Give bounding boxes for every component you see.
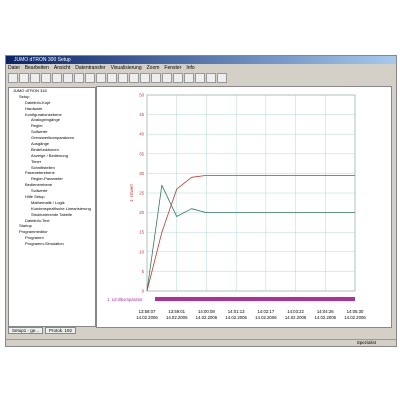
tree-node[interactable]: Mathematik / Logik bbox=[31, 199, 65, 205]
menu-item[interactable]: Datentransfer bbox=[75, 65, 106, 71]
tree-node[interactable]: Regler-Parameter bbox=[31, 176, 63, 182]
y-tick-label: 30 bbox=[139, 171, 144, 176]
tree-node[interactable]: Programmeditor bbox=[19, 229, 48, 235]
tree-node[interactable]: Analogeingänge bbox=[31, 117, 60, 123]
tree-node[interactable]: Regler bbox=[31, 123, 43, 129]
tree-node[interactable]: Hardware bbox=[25, 105, 43, 111]
tabs: Setup1 - ge... Protok. 192 bbox=[8, 327, 77, 334]
tree-view: JUMO dTRON 316 Setup Dateiinfo-Kopf Hardwar… bbox=[8, 87, 96, 327]
y-tick-label: 45 bbox=[139, 112, 144, 117]
menu-item[interactable]: Visualisierung bbox=[110, 65, 142, 71]
tree-node[interactable]: Kundenspezifische Linearisierung bbox=[31, 205, 91, 211]
tree-node[interactable]: Timer bbox=[31, 158, 42, 164]
tree-node[interactable]: Programm bbox=[25, 235, 44, 241]
tab[interactable]: Setup1 - ge... bbox=[8, 327, 44, 334]
series-line bbox=[146, 184, 355, 292]
tree-node[interactable]: Startup bbox=[19, 223, 32, 229]
x-tick-label: 14:02:17 bbox=[257, 309, 274, 314]
menu-item[interactable]: Datei bbox=[8, 65, 20, 71]
tree-node[interactable]: JUMO dTRON 316 bbox=[13, 88, 47, 93]
chart-panel: 0 5 10 15 20 25 30 35 40 45 50 1. Istwert 13:58:07 14… bbox=[96, 86, 392, 328]
menu-bar: Datei Bearbeiten Ansicht Datentransfer Visua… bbox=[8, 65, 195, 71]
tree-node[interactable]: Sollwerte bbox=[31, 129, 48, 135]
app-window: JUMO dTRON 300 Setup Datei Bearbeiten Ansi… bbox=[5, 55, 397, 347]
tree-node[interactable]: Dateiinfo-Kopf bbox=[25, 99, 51, 105]
tree-node[interactable]: Hilfe Setup bbox=[25, 194, 45, 200]
toolbar bbox=[8, 73, 227, 83]
tree-node[interactable]: Bedienerebene bbox=[25, 182, 53, 188]
y-tick-label: 35 bbox=[139, 151, 144, 156]
menu-item[interactable]: Fenster bbox=[164, 65, 182, 71]
tree-node[interactable]: Schnittstellen bbox=[31, 164, 55, 170]
x-tick-date: 14.02.2006 bbox=[166, 315, 188, 320]
tree-node[interactable]: Binärfunktionen bbox=[31, 146, 59, 152]
x-tick-date: 14.02.2006 bbox=[136, 315, 158, 320]
x-tick-label: 13:58:07 bbox=[139, 309, 156, 314]
x-tick-label: 14:04:26 bbox=[317, 309, 334, 314]
tree-node[interactable]: Sollwerte bbox=[31, 188, 48, 194]
tree-node[interactable]: Anzeige / Bedienung bbox=[31, 152, 68, 158]
tree-node[interactable]: Parameterebene bbox=[25, 170, 55, 176]
title-bar: JUMO dTRON 300 Setup bbox=[6, 56, 396, 64]
y-tick-label: 40 bbox=[139, 132, 144, 137]
x-tick-label: 14:05:30 bbox=[347, 309, 364, 314]
series-line bbox=[146, 174, 355, 292]
y-tick-label: 15 bbox=[139, 230, 144, 235]
menu-item[interactable]: Zoom bbox=[146, 65, 160, 71]
tree-node[interactable]: Konfigurationsebene bbox=[25, 111, 62, 117]
x-tick-date: 14.02.2006 bbox=[344, 315, 366, 320]
y-tick-label: 10 bbox=[139, 249, 144, 254]
x-tick-date: 14.02.2006 bbox=[315, 315, 337, 320]
y-axis-label: 1. Istwert bbox=[129, 183, 134, 201]
limit-band bbox=[155, 297, 355, 301]
x-tick-date: 14.02.2006 bbox=[285, 315, 307, 320]
tree-node[interactable]: Dateiinfo-Text bbox=[25, 217, 50, 223]
x-tick-date: 14.02.2006 bbox=[196, 315, 218, 320]
band-label: 1. Limitkomparator bbox=[107, 297, 143, 302]
tree-node[interactable]: Strukturierende Tabelle bbox=[31, 211, 73, 217]
tree-node[interactable]: Programm-Simulation bbox=[25, 241, 64, 247]
y-tick-label: 0 bbox=[142, 289, 145, 294]
status-bar: Spezialist bbox=[6, 339, 396, 346]
x-tick-label: 13:59:01 bbox=[168, 309, 185, 314]
menu-item[interactable]: Info bbox=[186, 65, 195, 71]
x-tick-label: 14:01:13 bbox=[228, 309, 245, 314]
menu-item[interactable]: Ansicht bbox=[53, 65, 71, 71]
x-tick-date: 14.02.2006 bbox=[255, 315, 277, 320]
menu-item[interactable]: Bearbeiten bbox=[24, 65, 49, 71]
y-tick-label: 20 bbox=[139, 210, 144, 215]
y-tick-label: 50 bbox=[139, 93, 144, 98]
tree-node[interactable]: Setup bbox=[19, 93, 30, 99]
x-tick-label: 14:00:08 bbox=[198, 309, 215, 314]
tree-node[interactable]: Ausgänge bbox=[31, 141, 50, 147]
tab[interactable]: Protok. 192 bbox=[45, 327, 77, 334]
tree-node[interactable]: Grenzwertkomparatoren bbox=[31, 135, 75, 141]
y-tick-label: 5 bbox=[142, 269, 145, 274]
x-tick-date: 14.02.2006 bbox=[225, 315, 247, 320]
x-tick-label: 14:03:22 bbox=[287, 309, 304, 314]
y-tick-label: 25 bbox=[139, 191, 144, 196]
